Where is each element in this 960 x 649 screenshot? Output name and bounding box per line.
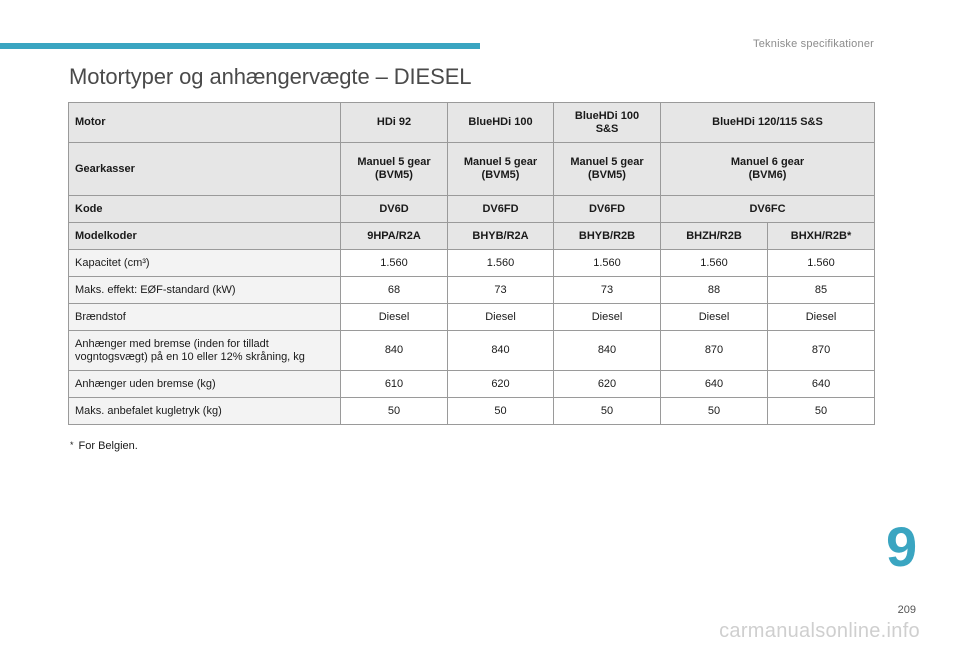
table-cell: DV6D: [340, 195, 448, 223]
row-label: Motor: [68, 102, 341, 143]
table-cell: 85: [766, 276, 876, 304]
table-cell: BHXH/R2B*: [766, 222, 876, 250]
table-cell: 640: [660, 370, 768, 398]
table-cell: 73: [447, 276, 554, 304]
table-cell: 1.560: [340, 249, 448, 277]
table-cell: 1.560: [766, 249, 876, 277]
table-row: Brændstof Diesel Diesel Diesel Diesel Diesel: [68, 303, 876, 331]
table-cell: Diesel: [340, 303, 448, 331]
page-title: Motortyper og anhængervægte – DIESEL: [69, 64, 472, 89]
table-header-row: Kode DV6D DV6FD DV6FD DV6FC: [68, 195, 876, 223]
table-cell: 870: [660, 330, 768, 371]
table-cell: 840: [340, 330, 448, 371]
table-cell: 68: [340, 276, 448, 304]
engine-spec-table: Motor HDi 92 BlueHDi 100 BlueHDi 100 S&S Blue…: [68, 102, 876, 425]
table-cell: DV6FD: [553, 195, 661, 223]
table-cell: BHZH/R2B: [660, 222, 768, 250]
table-header-row: Modelkoder 9HPA/R2A BHYB/R2A BHYB/R2B BHZH/R…: [68, 222, 876, 250]
page-number: 209: [897, 604, 916, 616]
table-cell: BlueHDi 120/115 S&S: [659, 102, 876, 143]
table-cell: Diesel: [660, 303, 768, 331]
table-cell: Manuel 6 gear (BVM6): [659, 142, 876, 196]
table-cell: BlueHDi 100: [447, 102, 554, 143]
table-cell: 840: [553, 330, 661, 371]
row-label: Maks. effekt: EØF-standard (kW): [68, 276, 341, 304]
row-label: Maks. anbefalet kugletryk (kg): [68, 397, 341, 425]
table-cell: 73: [553, 276, 661, 304]
table-cell: 1.560: [660, 249, 768, 277]
table-cell: 9HPA/R2A: [340, 222, 448, 250]
chapter-number: 9: [886, 515, 918, 578]
table-cell: 50: [660, 397, 768, 425]
row-label: Modelkoder: [68, 222, 341, 250]
table-cell: 620: [553, 370, 661, 398]
table-cell: Manuel 5 gear (BVM5): [553, 142, 661, 196]
table-cell: BHYB/R2B: [553, 222, 661, 250]
table-cell: 50: [447, 397, 554, 425]
table-cell: BHYB/R2A: [447, 222, 554, 250]
table-header-row: Motor HDi 92 BlueHDi 100 BlueHDi 100 S&S Blue…: [68, 102, 876, 143]
table-cell: 50: [766, 397, 876, 425]
spec-table-body: Motor HDi 92 BlueHDi 100 BlueHDi 100 S&S Blue…: [68, 102, 876, 425]
table-cell: 1.560: [553, 249, 661, 277]
row-label: Kapacitet (cm³): [68, 249, 341, 277]
row-label: Anhænger med bremse (inden for tilladt vo…: [68, 330, 341, 371]
header-accent-bar: [0, 43, 480, 49]
table-cell: 50: [553, 397, 661, 425]
footnote: * For Belgien.: [70, 440, 138, 452]
table-cell: BlueHDi 100 S&S: [553, 102, 661, 143]
table-row: Maks. anbefalet kugletryk (kg) 50 50 50 50 50: [68, 397, 876, 425]
footnote-marker: *: [70, 440, 74, 450]
table-row: Kapacitet (cm³) 1.560 1.560 1.560 1.560 1.560: [68, 249, 876, 277]
row-label: Kode: [68, 195, 341, 223]
table-cell: HDi 92: [340, 102, 448, 143]
table-cell: Manuel 5 gear (BVM5): [340, 142, 448, 196]
table-cell: 640: [766, 370, 876, 398]
footnote-text: For Belgien.: [78, 440, 138, 452]
table-cell: 1.560: [447, 249, 554, 277]
table-row: Anhænger uden bremse (kg) 610 620 620 640 640: [68, 370, 876, 398]
row-label: Brændstof: [68, 303, 341, 331]
table-cell: Diesel: [447, 303, 554, 331]
table-cell: 840: [447, 330, 554, 371]
table-row: Maks. effekt: EØF-standard (kW) 68 73 73 88 8…: [68, 276, 876, 304]
table-cell: 88: [660, 276, 768, 304]
table-cell: 620: [447, 370, 554, 398]
table-header-row: Gearkasser Manuel 5 gear (BVM5) Manuel 5 ge…: [68, 142, 876, 196]
watermark: carmanualsonline.info: [719, 620, 920, 642]
row-label: Gearkasser: [68, 142, 341, 196]
table-cell: Diesel: [553, 303, 661, 331]
table-cell: DV6FD: [447, 195, 554, 223]
section-label: Tekniske specifikationer: [753, 38, 874, 50]
table-cell: Manuel 5 gear (BVM5): [447, 142, 554, 196]
table-cell: 610: [340, 370, 448, 398]
table-row: Anhænger med bremse (inden for tilladt vo…: [68, 330, 876, 371]
table-cell: DV6FC: [659, 195, 876, 223]
table-cell: 50: [340, 397, 448, 425]
row-label: Anhænger uden bremse (kg): [68, 370, 341, 398]
table-cell: Diesel: [766, 303, 876, 331]
table-cell: 870: [766, 330, 876, 371]
